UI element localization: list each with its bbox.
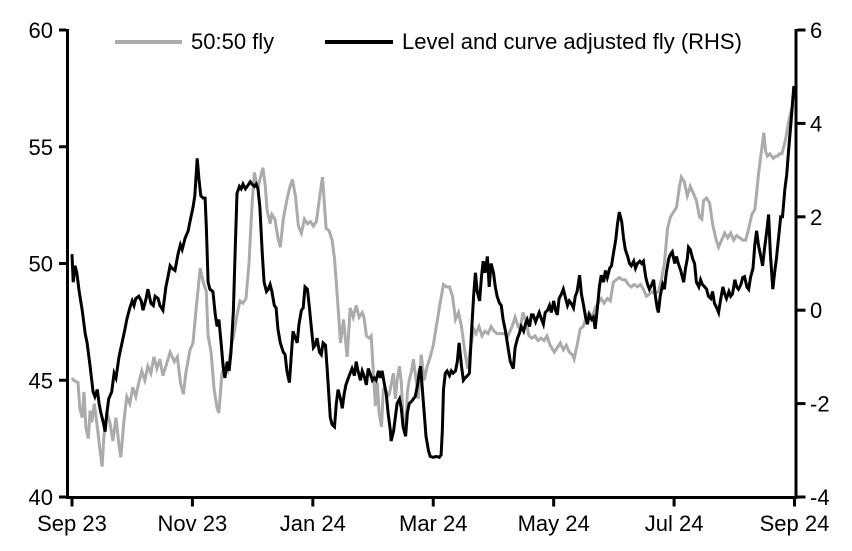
left-axis-tick-label: 45 bbox=[29, 368, 53, 393]
right-axis-tick-label: 4 bbox=[810, 111, 822, 136]
x-axis-tick-label: Sep 23 bbox=[37, 511, 107, 536]
right-axis-tick-label: -4 bbox=[810, 485, 830, 510]
left-axis-tick-label: 40 bbox=[29, 485, 53, 510]
series-line-50-50-fly bbox=[70, 104, 795, 467]
right-axis-tick-label: 2 bbox=[810, 205, 822, 230]
legend: 50:50 fly Level and curve adjusted fly (… bbox=[0, 0, 852, 60]
legend-label-5050-fly: 50:50 fly bbox=[191, 29, 275, 54]
right-axis-tick-label: 6 bbox=[810, 18, 822, 43]
legend-item-level-curve-adjusted-fly: Level and curve adjusted fly (RHS) bbox=[325, 31, 742, 53]
left-axis-tick-label: 60 bbox=[29, 18, 53, 43]
left-axis-tick-label: 50 bbox=[29, 252, 53, 277]
right-axis-tick-label: -2 bbox=[810, 392, 830, 417]
right-axis-tick-label: 0 bbox=[810, 298, 822, 323]
x-axis-tick-label: Jul 24 bbox=[645, 511, 704, 536]
legend-line-sample-gray bbox=[115, 40, 182, 44]
series-line-level-and-curve-adjusted-fly-rhs bbox=[70, 85, 796, 460]
x-axis-tick-label: Sep 24 bbox=[760, 511, 830, 536]
legend-line-sample-black bbox=[325, 40, 393, 44]
x-axis-tick-label: Jan 24 bbox=[280, 511, 346, 536]
legend-item-5050-fly: 50:50 fly bbox=[115, 31, 274, 53]
left-axis-tick-label: 55 bbox=[29, 135, 53, 160]
x-axis-tick-label: Mar 24 bbox=[399, 511, 467, 536]
x-axis-tick-label: Nov 23 bbox=[158, 511, 228, 536]
x-axis-tick-label: May 24 bbox=[518, 511, 590, 536]
legend-label-level-curve-adjusted-fly: Level and curve adjusted fly (RHS) bbox=[402, 29, 742, 54]
